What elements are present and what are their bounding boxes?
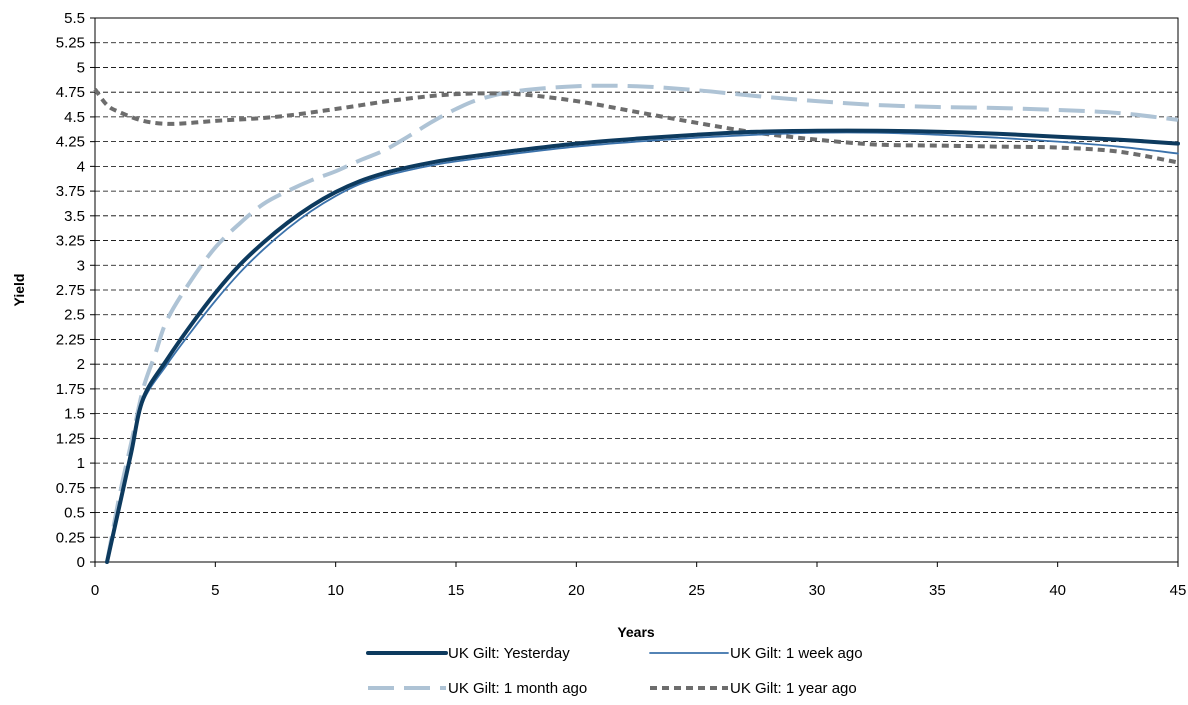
y-tick-label: 3.75: [56, 183, 85, 200]
series-line-uk-gilt-yesterday: [107, 131, 1178, 562]
y-tick-label: 5.25: [56, 35, 85, 52]
series-line-uk-gilt-1-week-ago: [107, 132, 1178, 562]
x-tick-label: 35: [929, 582, 946, 599]
legend-label: UK Gilt: 1 month ago: [448, 680, 587, 697]
legend-label: UK Gilt: 1 year ago: [730, 680, 857, 697]
y-tick-label: 3.5: [64, 208, 85, 225]
legend-label: UK Gilt: Yesterday: [448, 645, 570, 662]
x-tick-label: 45: [1170, 582, 1187, 599]
axis-ticks: 0 0.25 0.5 0.75 1 1.25 1.5 1.75 2 2.25 2.5 2.75 3 3.2…: [56, 10, 1187, 599]
x-tick-label: 10: [327, 582, 344, 599]
y-tick-label: 0: [77, 554, 85, 571]
y-tick-label: 2.5: [64, 307, 85, 324]
x-tick-label: 30: [809, 582, 826, 599]
x-tick-label: 5: [211, 582, 219, 599]
y-tick-label: 4: [77, 158, 85, 175]
series-line-uk-gilt-1-year-ago: [95, 89, 1178, 162]
x-tick-label: 0: [91, 582, 99, 599]
x-tick-label: 15: [448, 582, 465, 599]
y-tick-label: 5: [77, 59, 85, 76]
y-tick-label: 1: [77, 455, 85, 472]
y-tick-label: 3: [77, 257, 85, 274]
legend: UK Gilt: Yesterday UK Gilt: 1 week ago UK …: [368, 645, 863, 697]
y-tick-label: 3.25: [56, 233, 85, 250]
y-tick-label: 2: [77, 356, 85, 373]
y-tick-label: 0.5: [64, 505, 85, 522]
grid-lines: [95, 18, 1178, 537]
y-tick-label: 0.75: [56, 480, 85, 497]
legend-label: UK Gilt: 1 week ago: [730, 645, 863, 662]
y-tick-label: 4.25: [56, 134, 85, 151]
y-tick-label: 1.25: [56, 430, 85, 447]
y-tick-label: 1.75: [56, 381, 85, 398]
x-axis-title: Years: [617, 624, 655, 640]
y-tick-label: 2.75: [56, 282, 85, 299]
y-tick-label: 5.5: [64, 10, 85, 27]
x-tick-label: 20: [568, 582, 585, 599]
y-tick-label: 2.25: [56, 331, 85, 348]
series-line-uk-gilt-1-month-ago: [107, 86, 1178, 562]
series-lines: [95, 86, 1178, 562]
y-tick-label: 4.75: [56, 84, 85, 101]
y-tick-label: 1.5: [64, 406, 85, 423]
y-tick-label: 4.5: [64, 109, 85, 126]
x-tick-label: 25: [688, 582, 705, 599]
y-tick-label: 0.25: [56, 529, 85, 546]
x-tick-label: 40: [1049, 582, 1066, 599]
y-axis-title: Yield: [11, 274, 27, 307]
